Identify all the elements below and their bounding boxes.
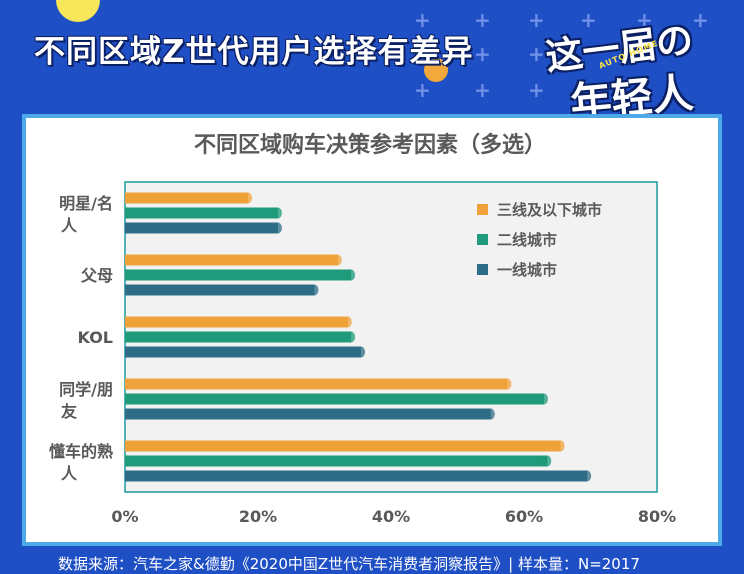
plus-decoration-icon: + [414, 78, 431, 102]
plus-decoration-icon: + [528, 42, 545, 66]
x-tick-label: 40% [372, 507, 410, 526]
bar-4-1 [125, 455, 548, 467]
bar-3-1 [125, 393, 544, 405]
plus-decoration-icon: + [414, 8, 431, 32]
legend-swatch [477, 204, 488, 215]
bar-1-2 [125, 284, 315, 296]
category-label: 懂车的熟人 [48, 442, 113, 483]
bar-3-0 [125, 378, 508, 390]
bar-end-cap [310, 284, 319, 296]
category-label: 明星/名人 [59, 194, 113, 235]
bar-1-0 [125, 254, 338, 266]
plus-decoration-icon: + [474, 78, 491, 102]
bar-end-cap [357, 346, 366, 358]
plus-decoration-icon: + [580, 8, 597, 32]
x-tick-label: 0% [111, 507, 138, 526]
category-label: 父母 [80, 266, 113, 285]
bar-end-cap [556, 440, 565, 452]
bar-end-cap [486, 408, 495, 420]
x-tick-label: 20% [239, 507, 277, 526]
plus-decoration-icon: + [528, 8, 545, 32]
data-source-note: 数据来源：汽车之家&德勤《2020中国Z世代汽车消费者洞察报告》| 样本量：N=… [58, 555, 640, 573]
legend-swatch [477, 264, 488, 275]
plus-decoration-icon: + [692, 8, 709, 32]
bar-end-cap [273, 222, 282, 234]
bar-2-2 [125, 346, 362, 358]
x-tick-labels: 0% 20% 40% 60% 80% [111, 507, 676, 526]
plus-decoration-icon: + [414, 42, 431, 66]
bars-layer [125, 192, 592, 482]
bar-end-cap [583, 470, 592, 482]
plus-decoration-icon: + [528, 78, 545, 102]
bar-end-cap [347, 331, 356, 343]
bar-end-cap [503, 378, 512, 390]
plus-decoration-icon: + [636, 8, 653, 32]
bar-1-1 [125, 269, 352, 281]
bar-end-cap [347, 269, 356, 281]
bar-2-1 [125, 331, 352, 343]
bar-4-0 [125, 440, 561, 452]
x-tick-label: 80% [638, 507, 676, 526]
chart-title: 不同区域购车决策参考因素（多选） [194, 132, 546, 158]
legend-label: 一线城市 [497, 261, 557, 279]
legend-label: 三线及以下城市 [497, 201, 602, 219]
chart-card: 不同区域购车决策参考因素（多选） 明星/名人父母 KOL 同学/朋友懂车的熟人 0%… [22, 114, 722, 546]
bar-3-2 [125, 408, 491, 420]
bar-end-cap [244, 192, 253, 204]
plus-decoration-icon: + [474, 42, 491, 66]
legend-label: 二线城市 [497, 231, 557, 249]
x-tick-label: 60% [505, 507, 543, 526]
category-label: 同学/朋友 [59, 380, 113, 421]
yellow-circle-decoration [56, 0, 100, 22]
bar-2-0 [125, 316, 348, 328]
bar-0-1 [125, 207, 278, 219]
page-headline: 不同区域Z世代用户选择有差异 [34, 34, 474, 70]
bar-end-cap [543, 455, 552, 467]
bar-4-2 [125, 470, 588, 482]
bar-end-cap [333, 254, 342, 266]
category-label: KOL [78, 328, 113, 347]
bar-end-cap [343, 316, 352, 328]
bar-0-2 [125, 222, 278, 234]
bar-0-0 [125, 192, 249, 204]
plus-decoration-icon: + [474, 8, 491, 32]
legend-swatch [477, 234, 488, 245]
bar-end-cap [273, 207, 282, 219]
orange-circle-decoration [424, 58, 448, 82]
bar-end-cap [539, 393, 548, 405]
